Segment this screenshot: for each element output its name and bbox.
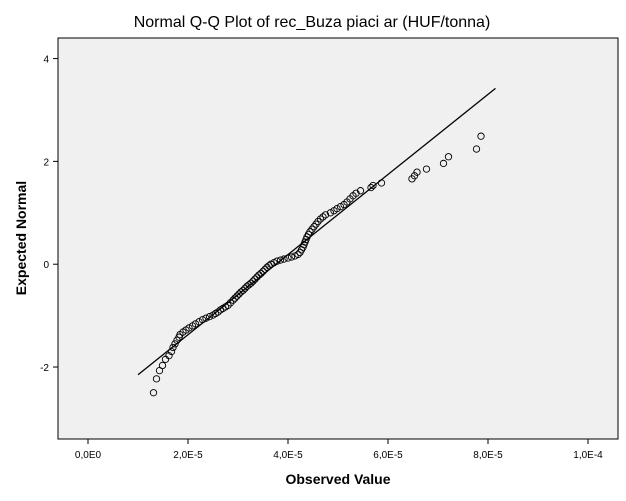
data-point <box>413 168 421 176</box>
data-point <box>284 254 292 262</box>
data-point <box>255 271 263 279</box>
data-point <box>377 179 386 187</box>
data-point <box>472 145 481 153</box>
data-point <box>444 153 453 161</box>
data-point <box>477 132 485 140</box>
data-point <box>169 343 177 352</box>
reference-line <box>137 87 496 376</box>
data-point <box>247 279 255 287</box>
data-point <box>224 301 232 309</box>
data-point <box>253 273 261 281</box>
data-point <box>356 187 365 195</box>
data-point <box>314 217 322 226</box>
data-point <box>226 299 235 307</box>
data-point <box>237 288 245 296</box>
data-point <box>231 294 239 302</box>
data-point <box>198 316 207 324</box>
y-tick-label: 0 <box>43 260 49 271</box>
data-point <box>185 324 193 332</box>
data-point <box>229 296 237 304</box>
data-point <box>235 290 243 298</box>
data-point <box>171 340 179 348</box>
chart-title: Normal Q-Q Plot of rec_Buza piaci ar (HU… <box>134 14 491 31</box>
data-point <box>257 269 265 278</box>
x-axis: 0,0E0 2,0E-5 4,0E-5 6,0E-5 8,0E-5 1,0E-4 <box>75 439 603 461</box>
x-tick-label: 2,0E-5 <box>173 450 203 461</box>
data-point <box>245 281 253 289</box>
data-point <box>214 308 222 316</box>
data-point <box>273 257 281 265</box>
data-point <box>326 209 335 217</box>
x-tick-label: 0,0E0 <box>75 450 102 461</box>
data-point <box>202 314 210 322</box>
data-point <box>287 253 296 261</box>
data-point <box>367 183 375 192</box>
data-point <box>251 275 259 283</box>
data-points <box>149 132 485 397</box>
data-point <box>410 172 419 180</box>
data-point <box>439 159 448 168</box>
data-point <box>152 375 161 383</box>
y-tick-label: 4 <box>43 55 49 66</box>
y-tick-label: -2 <box>40 363 49 374</box>
data-point <box>308 225 316 233</box>
data-point <box>158 361 167 370</box>
data-point <box>319 213 327 221</box>
y-tick-label: 2 <box>43 157 49 168</box>
data-point <box>241 284 249 293</box>
data-point <box>191 320 200 328</box>
data-point <box>195 318 203 326</box>
data-point <box>261 265 269 273</box>
data-point <box>336 202 345 211</box>
data-point <box>312 220 320 228</box>
x-tick-label: 6,0E-5 <box>373 450 403 461</box>
data-point <box>276 256 285 264</box>
data-point <box>294 250 302 259</box>
data-point <box>249 277 257 285</box>
data-point <box>205 312 214 321</box>
data-point <box>167 347 176 356</box>
data-point <box>233 292 241 300</box>
data-point <box>422 165 431 173</box>
data-point <box>259 267 267 276</box>
x-tick-label: 4,0E-5 <box>273 450 303 461</box>
data-point <box>165 352 173 360</box>
y-axis-label: Expected Normal <box>13 181 29 295</box>
y-axis: -2 0 2 4 <box>40 55 58 374</box>
x-tick-label: 8,0E-5 <box>473 450 503 461</box>
data-point <box>239 286 247 295</box>
data-point <box>321 211 330 219</box>
plot-area <box>57 37 619 440</box>
data-point <box>280 255 288 263</box>
data-point <box>316 215 325 223</box>
x-tick-label: 1,0E-4 <box>573 450 603 461</box>
data-point <box>310 223 318 231</box>
data-point <box>333 205 341 213</box>
data-point <box>369 181 377 190</box>
data-point <box>306 228 314 236</box>
data-point <box>149 389 158 397</box>
x-axis-label: Observed Value <box>285 471 390 487</box>
